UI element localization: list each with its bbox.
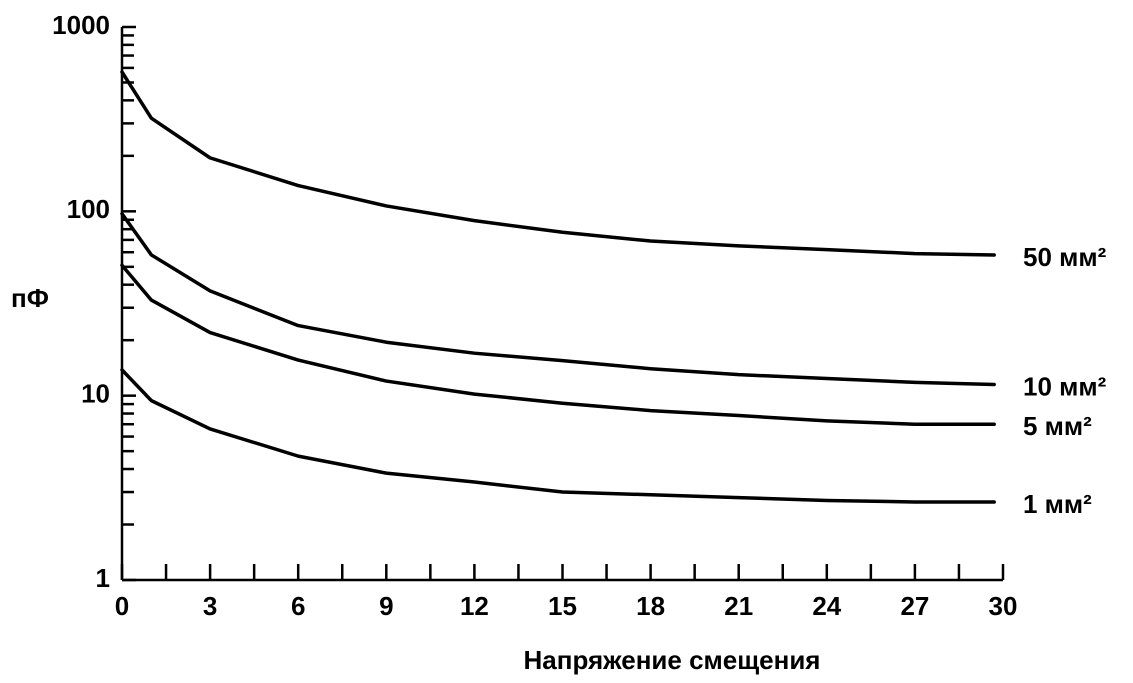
x-tick-label: 12 bbox=[460, 591, 489, 621]
x-tick-label: 0 bbox=[115, 591, 129, 621]
y-axis-label: пФ bbox=[11, 283, 49, 313]
x-tick-label: 6 bbox=[291, 591, 305, 621]
x-tick-label: 18 bbox=[636, 591, 665, 621]
series-label: 50 мм² bbox=[1023, 242, 1107, 272]
series-label: 1 мм² bbox=[1023, 489, 1092, 519]
x-tick-label: 9 bbox=[379, 591, 393, 621]
y-tick-label: 1 bbox=[96, 563, 110, 593]
y-tick-label: 100 bbox=[67, 194, 110, 224]
x-tick-label: 30 bbox=[989, 591, 1018, 621]
x-tick-label: 15 bbox=[548, 591, 577, 621]
curve bbox=[120, 263, 996, 426]
x-tick-label: 24 bbox=[812, 591, 841, 621]
x-tick-label: 27 bbox=[900, 591, 929, 621]
x-axis-label: Напряжение смещения bbox=[524, 645, 821, 675]
curve bbox=[120, 368, 996, 504]
y-tick-label: 1000 bbox=[52, 10, 110, 40]
x-tick-label: 21 bbox=[724, 591, 753, 621]
series-label: 5 мм² bbox=[1023, 411, 1092, 441]
curve bbox=[120, 212, 996, 387]
x-tick-label: 3 bbox=[203, 591, 217, 621]
series-label: 10 мм² bbox=[1023, 371, 1107, 401]
y-tick-label: 10 bbox=[81, 379, 110, 409]
curve bbox=[120, 70, 996, 257]
